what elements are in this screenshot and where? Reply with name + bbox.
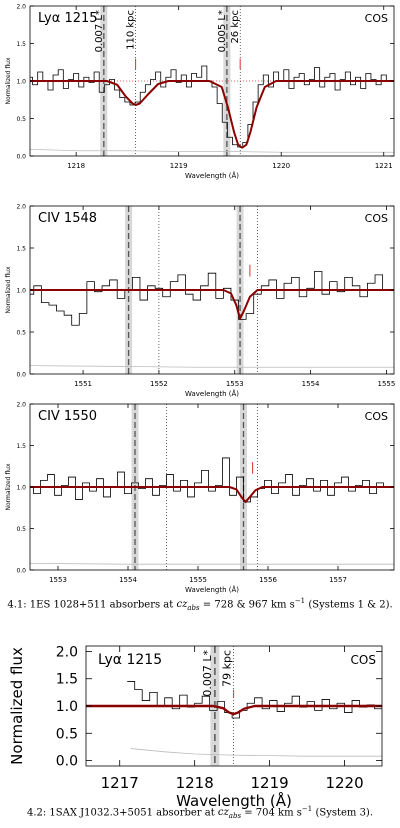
plot-area xyxy=(86,646,382,766)
x-tick-label: 1555 xyxy=(378,380,396,388)
error-spectrum-line xyxy=(130,748,382,757)
flux-histogram xyxy=(127,681,382,719)
error-spectrum-line xyxy=(30,148,394,153)
ion-title: Lyα 1215 xyxy=(98,652,162,668)
x-axis-label: Wavelength (Å) xyxy=(185,585,239,594)
x-tick-label: 1218 xyxy=(176,774,214,792)
y-axis-label: Normalized flux xyxy=(8,647,26,765)
y-axis-label: Normalized flux xyxy=(5,463,12,511)
galaxy-luminosity-label: 0.007 L* xyxy=(201,650,214,697)
y-tick-label: 1.0 xyxy=(16,485,26,492)
caption-2-math: czabs xyxy=(217,807,242,821)
flux-histogram xyxy=(30,65,392,148)
x-tick-label: 1554 xyxy=(119,576,137,584)
chart-panel-lya-1215-bottom: 1217 1218 1219 1220 0.0 0.5 1.0 1.5 2.0 Wavelengt… xyxy=(0,638,400,823)
ion-title: Lyα 1215 xyxy=(38,11,98,26)
x-axis-label: Wavelength (Å) xyxy=(176,791,292,810)
x-tick-label: 1217 xyxy=(101,774,139,792)
y-tick-label: 0.5 xyxy=(16,526,26,533)
figure-caption-1: 4.1: 1ES 1028+511 absorbers at czabs = 7… xyxy=(7,597,393,613)
y-tick-label: 1.5 xyxy=(16,246,26,253)
plot-area xyxy=(30,6,394,156)
ion-title: CIV 1550 xyxy=(38,409,97,424)
y-tick-label: 1.0 xyxy=(16,288,26,295)
x-tick-label: 1551 xyxy=(74,380,92,388)
y-tick-label: 0.0 xyxy=(16,372,26,379)
x-tick-label: 1552 xyxy=(150,380,168,388)
plot-area xyxy=(30,404,394,570)
x-tick-label: 1555 xyxy=(189,576,207,584)
caption-1-suffix: (Systems 1 & 2). xyxy=(308,599,393,611)
y-tick-label: 1.5 xyxy=(16,443,26,450)
instrument-label: COS xyxy=(365,410,388,423)
impact-parameter-label: 26 kpc xyxy=(230,10,241,44)
x-tick-label: 1218 xyxy=(67,162,85,170)
y-tick-label: 2.0 xyxy=(16,4,26,11)
error-spectrum-line xyxy=(30,365,394,368)
caption-1-value: = 728 & 967 km s xyxy=(202,599,295,611)
model-fit-line xyxy=(86,704,382,716)
y-tick-label: 0.0 xyxy=(56,754,78,770)
y-tick-label: 0.0 xyxy=(16,154,26,161)
flux-histogram xyxy=(30,271,391,326)
y-tick-label: 0.5 xyxy=(16,330,26,337)
plot-area xyxy=(30,206,394,374)
caption-2-suffix: (System 3). xyxy=(315,807,374,819)
caption-1-prefix: 4.1: 1ES 1028+511 absorbers at xyxy=(7,599,174,611)
error-spectrum-line xyxy=(30,562,394,565)
y-tick-label: 1.5 xyxy=(16,41,26,48)
x-tick-label: 1556 xyxy=(259,576,277,584)
y-tick-label: 0.5 xyxy=(16,116,26,123)
x-axis-label: Wavelength (Å) xyxy=(185,171,239,180)
y-tick-label: 2.0 xyxy=(56,644,78,660)
x-tick-label: 1553 xyxy=(49,576,67,584)
chart-panel-civ-1548: 1551 1552 1553 1554 1555 0.0 0.5 1.0 1.5 2.0 Wavel… xyxy=(0,200,400,400)
x-tick-label: 1554 xyxy=(302,380,320,388)
model-fit-line xyxy=(30,486,394,503)
lya-1215-spectrum-chart: 1218 1219 1220 1221 0.0 0.5 1.0 1.5 2.0 Wavelengt… xyxy=(5,4,395,180)
y-tick-label: 1.0 xyxy=(16,79,26,86)
y-tick-label: 2.0 xyxy=(16,402,26,409)
y-axis-label: Normalized flux xyxy=(5,266,12,314)
flux-histogram xyxy=(30,457,391,503)
instrument-label: COS xyxy=(365,212,388,225)
impact-parameter-label: 110 kpc xyxy=(126,10,137,50)
x-axis-label: Wavelength (Å) xyxy=(185,389,239,398)
instrument-label: COS xyxy=(351,653,376,667)
y-tick-label: 2.0 xyxy=(16,204,26,211)
impact-parameter-label: 79 kpc xyxy=(221,650,234,687)
instrument-label: COS xyxy=(365,12,388,25)
x-tick-label: 1220 xyxy=(325,774,363,792)
x-tick-label: 1557 xyxy=(329,576,347,584)
x-tick-label: 1221 xyxy=(375,162,393,170)
caption-2-prefix: 4.2: 1SAX J1032.3+5051 absorber at xyxy=(26,807,215,819)
civ-1548-spectrum-chart: 1551 1552 1553 1554 1555 0.0 0.5 1.0 1.5 2.0 Wavel… xyxy=(5,204,396,399)
y-tick-label: 0.0 xyxy=(16,568,26,575)
y-tick-label: 0.5 xyxy=(56,726,78,742)
civ-1550-spectrum-chart: 1553 1554 1555 1556 1557 0.0 0.5 1.0 1.5 2.0 Wavel… xyxy=(5,402,395,594)
chart-panel-lya-1215-top: 1218 1219 1220 1221 0.0 0.5 1.0 1.5 2.0 Wavelengt… xyxy=(0,0,400,185)
caption-2-value: = 704 km s xyxy=(244,807,302,819)
y-tick-label: 1.5 xyxy=(56,672,78,688)
y-tick-label: 1.0 xyxy=(56,699,78,715)
model-fit-line xyxy=(30,80,394,149)
x-tick-label: 1219 xyxy=(251,774,289,792)
model-fit-line xyxy=(30,289,394,320)
x-tick-label: 1219 xyxy=(170,162,188,170)
x-tick-label: 1553 xyxy=(226,380,244,388)
caption-1-math: czabs xyxy=(176,599,200,613)
ion-title: CIV 1548 xyxy=(38,211,97,226)
figure-caption-2: 4.2: 1SAX J1032.3+5051 absorber at czabs… xyxy=(26,805,374,821)
y-axis-label: Normalized flux xyxy=(5,57,12,105)
lya-1215-second-spectrum-chart: 1217 1218 1219 1220 0.0 0.5 1.0 1.5 2.0 Wavelengt… xyxy=(8,644,383,810)
chart-panel-civ-1550: 1553 1554 1555 1556 1557 0.0 0.5 1.0 1.5 2.0 Wavel… xyxy=(0,398,400,596)
galaxy-luminosity-label: 0.005 L* xyxy=(217,10,228,52)
x-tick-label: 1220 xyxy=(272,162,290,170)
galaxy-luminosity-label: 0.007 L* xyxy=(94,10,105,52)
